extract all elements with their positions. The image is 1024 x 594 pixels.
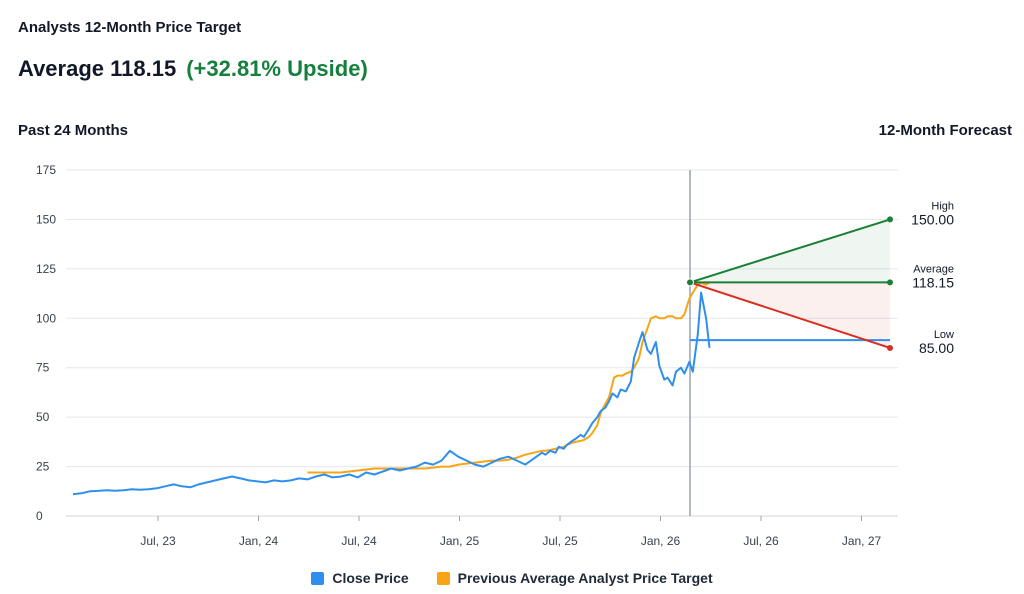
x-tick-label-3: Jan, 25 <box>440 534 480 548</box>
x-tick-label-0: Jul, 23 <box>140 534 176 548</box>
forecast-period-label: 12-Month Forecast <box>878 122 1012 139</box>
chart-title: Analysts 12-Month Price Target <box>18 19 242 36</box>
chart-legend: Close Price Previous Average Analyst Pri… <box>0 570 1024 586</box>
forecast-high-line <box>689 218 891 284</box>
forecast-low-value: 85.00 <box>919 340 954 356</box>
y-tick-label-75: 75 <box>36 361 50 375</box>
forecast-high-marker <box>887 216 893 223</box>
forecast-average-value: 118.15 <box>912 274 954 290</box>
forecast-low-line <box>689 281 891 349</box>
x-tick-label-6: Jul, 26 <box>743 534 779 548</box>
past-period-label: Past 24 Months <box>18 122 129 139</box>
average-target-value: Average 118.15 <box>18 56 177 81</box>
close-price-swatch <box>311 571 325 585</box>
y-tick-label-50: 50 <box>36 410 50 424</box>
y-tick-label-125: 125 <box>36 262 56 276</box>
series-line-close-price <box>72 291 711 496</box>
x-tick-label-2: Jul, 24 <box>341 534 377 548</box>
y-tick-label-150: 150 <box>36 212 56 226</box>
y-tick-label-175: 175 <box>36 163 56 177</box>
average-target-headline: Average 118.15 (+32.81% Upside) <box>18 56 368 82</box>
forecast-average-label: Average <box>913 263 954 275</box>
series-line-analyst-target <box>307 281 711 474</box>
forecast-high-label: High <box>931 200 954 212</box>
legend-item-close-price[interactable]: Close Price <box>311 570 409 586</box>
legend-item-analyst-target[interactable]: Previous Average Analyst Price Target <box>436 570 713 586</box>
y-tick-label-0: 0 <box>36 509 43 523</box>
upside-percentage: (+32.81% Upside) <box>186 56 368 81</box>
analyst-target-swatch <box>436 571 450 585</box>
legend-label-close-price: Close Price <box>332 570 409 586</box>
x-tick-label-4: Jul, 25 <box>542 534 578 548</box>
forecast-low-marker <box>887 344 893 351</box>
forecast-high-value: 150.00 <box>911 211 954 227</box>
forecast-start-marker <box>686 278 694 287</box>
forecast-average-marker <box>887 279 893 286</box>
x-tick-label-5: Jan, 26 <box>641 534 681 548</box>
y-tick-label-100: 100 <box>36 311 56 325</box>
x-tick-label-1: Jan, 24 <box>239 534 279 548</box>
y-tick-label-25: 25 <box>36 460 50 474</box>
x-tick-label-7: Jan, 27 <box>842 534 882 548</box>
legend-label-analyst-target: Previous Average Analyst Price Target <box>457 570 713 586</box>
forecast-low-label: Low <box>934 329 954 341</box>
